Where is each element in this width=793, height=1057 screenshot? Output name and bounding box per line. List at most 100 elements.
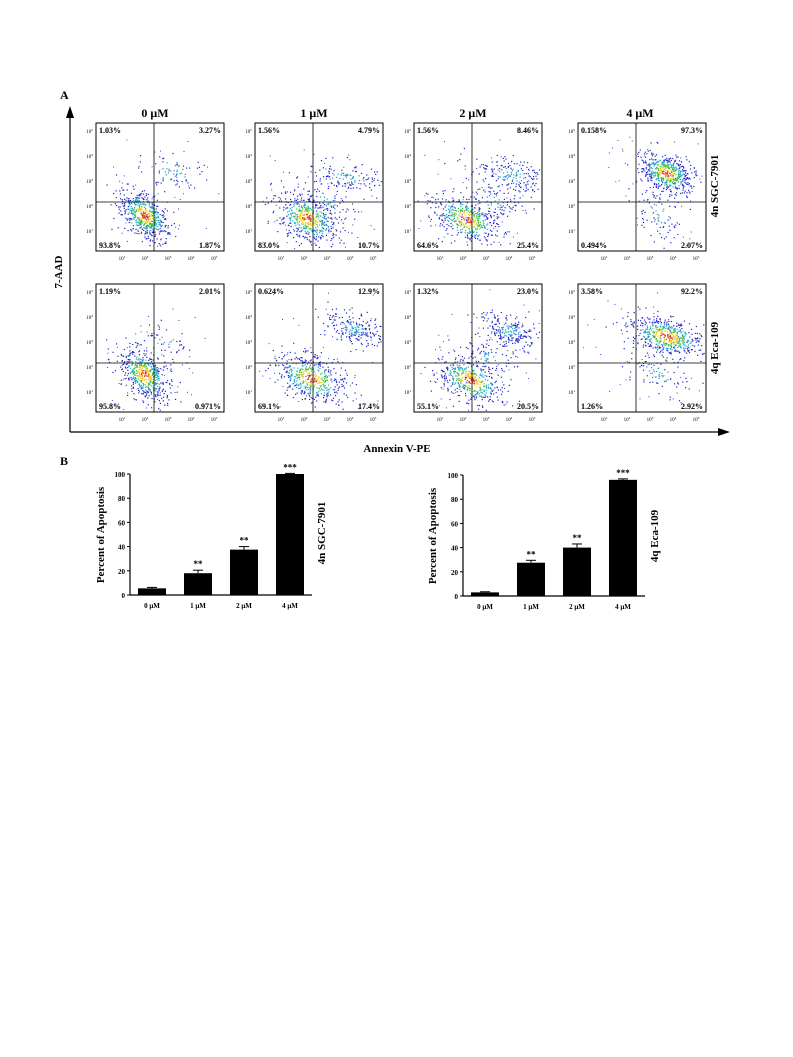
flow-event bbox=[496, 165, 498, 167]
flow-event bbox=[316, 357, 319, 360]
flow-event bbox=[356, 187, 358, 189]
flow-event bbox=[278, 196, 280, 199]
flow-event bbox=[319, 215, 321, 217]
flow-event bbox=[646, 190, 648, 192]
flow-event bbox=[445, 361, 447, 363]
flow-event bbox=[476, 216, 478, 218]
flow-event bbox=[300, 199, 302, 201]
flow-event bbox=[489, 201, 491, 204]
flow-event bbox=[476, 168, 478, 169]
flow-event bbox=[527, 330, 529, 332]
flow-event bbox=[303, 350, 305, 353]
flow-event bbox=[538, 169, 541, 171]
flow-event bbox=[679, 173, 681, 175]
flow-event bbox=[695, 170, 697, 172]
flow-event bbox=[676, 178, 678, 180]
flow-event bbox=[525, 173, 527, 175]
flow-event bbox=[451, 377, 454, 379]
flow-event bbox=[465, 395, 467, 397]
flow-event bbox=[686, 177, 688, 179]
flow-event bbox=[673, 174, 675, 176]
flow-event bbox=[490, 202, 493, 204]
flow-event bbox=[135, 197, 137, 199]
flow-event bbox=[297, 385, 299, 387]
flow-event bbox=[501, 184, 503, 186]
flow-event bbox=[130, 360, 132, 363]
flow-event bbox=[498, 199, 500, 201]
flow-event bbox=[319, 169, 321, 171]
flow-event bbox=[305, 226, 307, 228]
flow-event bbox=[294, 217, 296, 219]
flow-event bbox=[651, 155, 653, 157]
flow-event bbox=[492, 401, 494, 403]
flow-event bbox=[185, 180, 187, 182]
flow-event bbox=[143, 391, 145, 393]
flow-event bbox=[369, 332, 372, 334]
flow-event bbox=[149, 216, 151, 218]
flow-event bbox=[651, 207, 653, 209]
flow-event bbox=[465, 205, 467, 208]
flow-event bbox=[363, 328, 365, 330]
flow-event bbox=[480, 395, 482, 397]
flow-event bbox=[322, 222, 324, 224]
flow-event bbox=[525, 190, 527, 192]
flow-event bbox=[432, 370, 434, 372]
flow-event bbox=[516, 328, 518, 330]
flow-event bbox=[167, 404, 169, 406]
flow-event bbox=[147, 335, 149, 337]
flow-event bbox=[468, 382, 470, 384]
flow-event bbox=[519, 337, 521, 339]
flow-event bbox=[325, 381, 326, 383]
flow-event bbox=[360, 337, 362, 339]
flow-event bbox=[302, 373, 304, 375]
flow-event bbox=[142, 359, 144, 361]
flow-event bbox=[127, 355, 129, 357]
x-tick-exponent: 5 bbox=[216, 255, 218, 259]
flow-event bbox=[131, 363, 133, 365]
flow-event bbox=[128, 360, 130, 362]
flow-event bbox=[168, 346, 170, 348]
flow-event bbox=[336, 392, 338, 394]
flow-event bbox=[189, 167, 191, 169]
flow-event bbox=[307, 212, 309, 214]
flow-event bbox=[517, 170, 519, 173]
flow-event bbox=[483, 383, 485, 385]
flow-event bbox=[366, 311, 368, 313]
flow-event bbox=[474, 394, 476, 396]
flow-event bbox=[142, 209, 144, 211]
flow-event bbox=[498, 332, 500, 334]
flow-event bbox=[154, 368, 156, 370]
flow-event bbox=[346, 372, 348, 374]
flow-event bbox=[332, 205, 334, 207]
flow-event bbox=[525, 212, 527, 214]
flow-event bbox=[473, 216, 475, 218]
flow-event bbox=[494, 219, 496, 221]
flow-event bbox=[114, 203, 116, 205]
x-tick-label: 101 bbox=[278, 255, 285, 262]
flow-event bbox=[150, 380, 152, 382]
flow-event bbox=[163, 366, 165, 368]
flow-event bbox=[152, 208, 155, 210]
flow-event bbox=[513, 182, 515, 184]
flow-event bbox=[657, 187, 659, 190]
flow-event bbox=[321, 226, 323, 229]
flow-event bbox=[460, 358, 462, 361]
flow-event bbox=[198, 166, 200, 168]
flow-event bbox=[172, 339, 174, 341]
flow-event bbox=[141, 212, 143, 214]
flow-event bbox=[683, 186, 685, 188]
flow-event bbox=[155, 367, 157, 369]
flow-event bbox=[309, 364, 311, 366]
flow-event bbox=[681, 174, 683, 176]
flow-event bbox=[466, 389, 468, 391]
flow-event bbox=[158, 223, 160, 226]
flow-event bbox=[301, 214, 303, 216]
flow-event bbox=[304, 204, 306, 206]
flow-event bbox=[124, 378, 126, 380]
flow-event bbox=[140, 232, 142, 234]
flow-event bbox=[149, 384, 151, 386]
flow-event bbox=[145, 213, 147, 216]
flow-event bbox=[140, 381, 142, 383]
flow-event bbox=[464, 388, 466, 390]
flow-event bbox=[301, 197, 303, 199]
